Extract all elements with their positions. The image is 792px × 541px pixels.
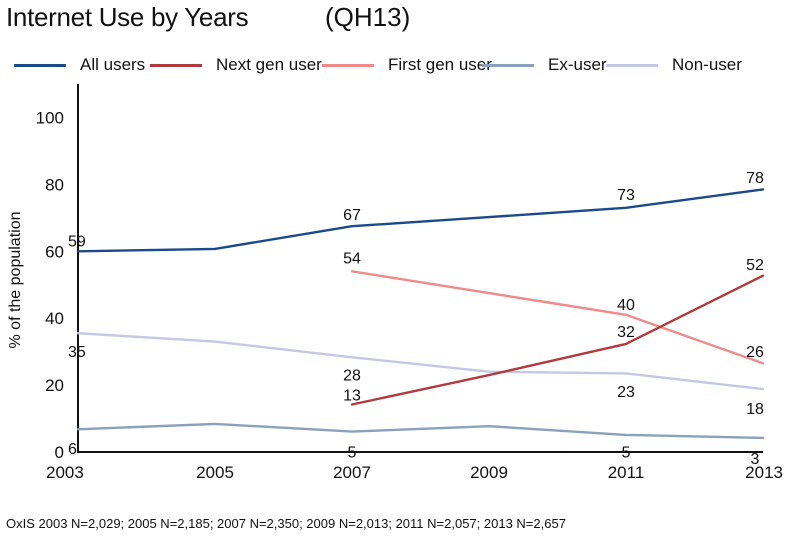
data-label-next-gen-user: 13 — [343, 388, 361, 405]
y-tick-label: 100 — [36, 108, 64, 127]
legend-swatch — [14, 63, 66, 67]
chart-title: Internet Use by Years — [6, 2, 249, 32]
legend-swatch — [606, 63, 658, 67]
data-label-ex-user: 5 — [622, 444, 631, 461]
question-code: (QH13) — [325, 2, 411, 32]
data-label-next-gen-user: 52 — [746, 257, 764, 274]
legend-item-first-gen-user: First gen user — [322, 52, 492, 78]
data-label-all-users: 59 — [68, 234, 86, 251]
data-label-all-users: 67 — [343, 207, 361, 224]
x-tick-label: 2005 — [196, 463, 234, 482]
legend-label: First gen user — [388, 55, 492, 74]
legend-label: Ex-user — [548, 55, 607, 74]
series-line-first-gen-user — [350, 270, 765, 365]
data-label-non-user: 28 — [343, 367, 361, 384]
data-label-ex-user: 6 — [68, 441, 77, 458]
y-tick-label: 40 — [45, 309, 64, 328]
legend-swatch — [150, 63, 202, 67]
legend-swatch — [482, 63, 534, 67]
x-tick-label: 2003 — [46, 463, 84, 482]
series-line-all-users — [76, 188, 765, 253]
data-label-ex-user: 3 — [751, 451, 760, 468]
x-tick-label: 2009 — [470, 463, 508, 482]
legend-item-ex-user: Ex-user — [482, 52, 607, 78]
data-label-first-gen-user: 26 — [746, 344, 764, 361]
legend-label: All users — [80, 55, 146, 74]
x-tick-label: 2007 — [333, 463, 371, 482]
data-label-ex-user: 5 — [348, 444, 357, 461]
data-label-non-user: 23 — [617, 384, 635, 401]
legend-item-all-users: All users — [14, 52, 145, 78]
x-tick-label: 2013 — [745, 463, 783, 482]
data-label-next-gen-user: 32 — [617, 324, 635, 341]
data-label-all-users: 78 — [746, 170, 764, 187]
y-axis-title: % of the population — [7, 212, 24, 349]
data-label-non-user: 18 — [746, 401, 764, 418]
legend-item-next-gen-user: Next gen user — [150, 52, 322, 78]
legend-item-non-user: Non-user — [606, 52, 742, 78]
data-label-all-users: 73 — [617, 187, 635, 204]
legend-label: Next gen user — [216, 55, 322, 74]
y-tick-label: 0 — [55, 443, 64, 462]
sample-size-footnote: OxIS 2003 N=2,029; 2005 N=2,185; 2007 N=… — [6, 516, 566, 531]
series-line-non-user — [76, 332, 765, 391]
series-line-next-gen-user — [350, 274, 765, 406]
data-label-first-gen-user: 40 — [617, 297, 635, 314]
series-line-ex-user — [76, 422, 765, 440]
y-tick-label: 80 — [45, 175, 64, 194]
data-label-first-gen-user: 54 — [343, 250, 361, 267]
x-tick-label: 2011 — [608, 463, 645, 482]
data-label-non-user: 35 — [68, 344, 86, 361]
y-tick-label: 60 — [45, 242, 64, 261]
legend: All users Next gen user First gen user Ex-u… — [0, 52, 792, 78]
legend-swatch — [322, 63, 374, 67]
legend-label: Non-user — [672, 55, 742, 74]
y-tick-label: 20 — [45, 376, 64, 395]
